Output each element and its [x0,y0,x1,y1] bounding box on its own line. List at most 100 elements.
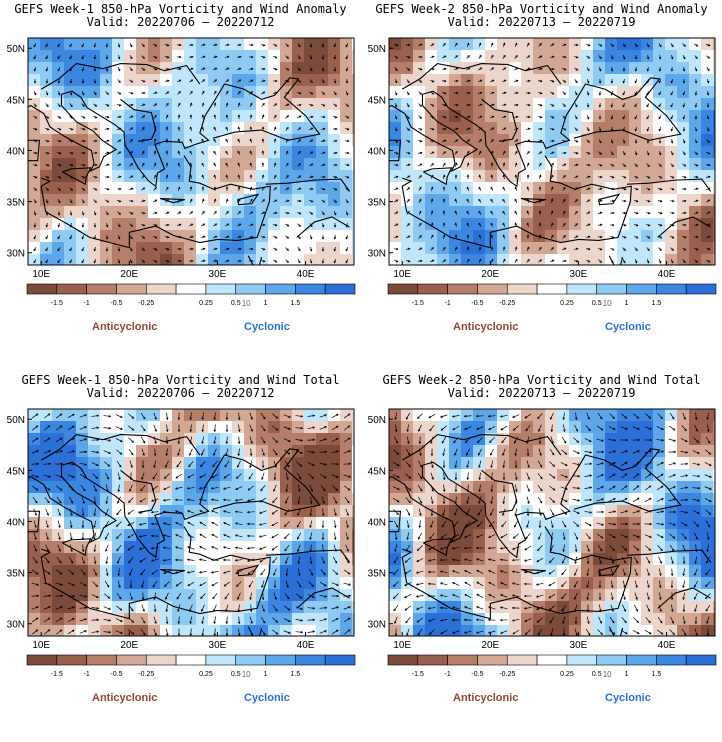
lon-label: 30E [570,269,588,280]
colorbar-swatch [235,654,266,666]
colorbar-label: -1.5 [412,300,424,307]
colorbar-label: 1.5 [651,671,661,678]
colorbar-label: 1.5 [290,300,300,307]
lon-label: 30E [570,640,588,651]
colorbar-label: 0.25 [199,671,213,678]
coastlines [389,433,712,636]
colorbar-label: -1 [445,300,451,307]
colorbar-swatch [566,654,598,666]
lat-label: 50N [7,415,25,426]
colorbar-swatch [626,654,657,666]
map-frame [388,408,716,637]
lat-label: 35N [7,198,25,209]
panel-valid-dates: Valid: 20220706 – 20220712 [86,386,275,400]
colorbar-swatch [477,283,508,295]
vorticity-shading [389,409,715,636]
lat-label: 45N [368,466,386,477]
vorticity-shading [28,38,354,265]
map-frame [27,408,355,637]
wind-vectors [392,412,712,636]
lon-label: 30E [209,269,227,280]
vorticity-shading [389,38,715,265]
colorbar-swatch [145,654,177,666]
lat-label: 45N [7,466,25,477]
vorticity-map: 50N 45N 40N 35N 30N 10E 20E 30E 40E [7,37,355,280]
colorbar-swatch [417,654,448,666]
colorbar-label: -0.5 [471,300,483,307]
colorbar-label: 0.5 [231,300,241,307]
panel-title: GEFS Week-2 850-hPa Vorticity and Wind T… [382,373,701,387]
colorbar-swatch [506,654,538,666]
panel-valid-dates: Valid: 20220713 – 20220719 [447,15,636,29]
lat-label: 35N [368,569,386,580]
lon-label: 20E [120,640,138,651]
colorbar-scale-label: 10 [242,299,251,308]
vorticity-map: 50N 45N 40N 35N 30N 10E 20E 30E 40E [7,408,355,651]
lon-label: 20E [481,640,499,651]
colorbar-label: 1 [625,300,629,307]
cyclonic-label: Cyclonic [244,692,290,704]
colorbar-swatch [656,654,687,666]
lat-label: 40N [7,146,25,157]
colorbar: -1.5 -1 -0.5 -0.25 0.25 0.5 1 1.5 10 [26,654,356,679]
colorbar-swatch [536,654,568,666]
colorbar-swatch [477,654,508,666]
lon-label: 10E [32,269,50,280]
lon-label: 40E [297,269,315,280]
colorbar-label: -0.25 [138,300,154,307]
colorbar-label: -1.5 [412,671,424,678]
panel-week2-total: GEFS Week-2 850-hPa Vorticity and Wind T… [361,371,722,742]
cyclonic-label: Cyclonic [605,321,651,333]
colorbar-scale-label: 10 [242,670,251,679]
colorbar-label: 0.5 [231,671,241,678]
lat-label: 35N [7,569,25,580]
colorbar-label: -0.25 [499,671,515,678]
colorbar-label: 1.5 [290,671,300,678]
map-frame [388,37,716,266]
colorbar-swatch [685,654,717,666]
colorbar-label: -1.5 [51,300,63,307]
colorbar: -1.5 -1 -0.5 -0.25 0.25 0.5 1 1.5 10 [387,283,717,308]
colorbar-swatch [116,283,147,295]
lon-label: 40E [658,640,676,651]
colorbar-swatch [205,283,237,295]
colorbar-label: 1 [625,671,629,678]
colorbar-swatch [116,654,147,666]
lat-label: 45N [368,95,386,106]
lat-label: 40N [7,517,25,528]
colorbar-swatch [324,654,356,666]
panel-valid-dates: Valid: 20220706 – 20220712 [86,15,275,29]
colorbar-label: 0.25 [560,300,574,307]
lat-label: 40N [368,146,386,157]
panel-title: GEFS Week-2 850-hPa Vorticity and Wind A… [375,2,708,16]
coastlines [28,62,351,265]
lat-label: 30N [7,249,25,260]
colorbar-swatch [447,283,478,295]
anticyclonic-label: Anticyclonic [92,692,158,704]
colorbar-swatch [685,283,717,295]
colorbar-swatch [417,283,448,295]
anticyclonic-label: Anticyclonic [92,321,158,333]
wind-vectors [31,412,352,636]
lon-label: 10E [32,640,50,651]
anticyclonic-label: Anticyclonic [453,692,519,704]
colorbar-label: -1 [445,671,451,678]
lon-label: 20E [120,269,138,280]
colorbar: -1.5 -1 -0.5 -0.25 0.25 0.5 1 1.5 10 [26,283,356,308]
colorbar-swatch [86,283,117,295]
colorbar-scale-label: 10 [603,670,612,679]
colorbar-swatch [235,283,266,295]
colorbar-label: 0.5 [592,671,602,678]
colorbar-swatch [26,283,58,295]
lon-label: 20E [481,269,499,280]
colorbar-label: -1 [84,300,90,307]
colorbar-swatch [175,654,207,666]
lat-label: 50N [7,44,25,55]
colorbar-swatch [26,654,58,666]
colorbar-swatch [265,654,296,666]
colorbar-swatch [447,654,478,666]
lat-label: 30N [368,249,386,260]
colorbar-swatch [536,283,568,295]
vorticity-shading [28,409,354,636]
colorbar-label: -0.5 [471,671,483,678]
